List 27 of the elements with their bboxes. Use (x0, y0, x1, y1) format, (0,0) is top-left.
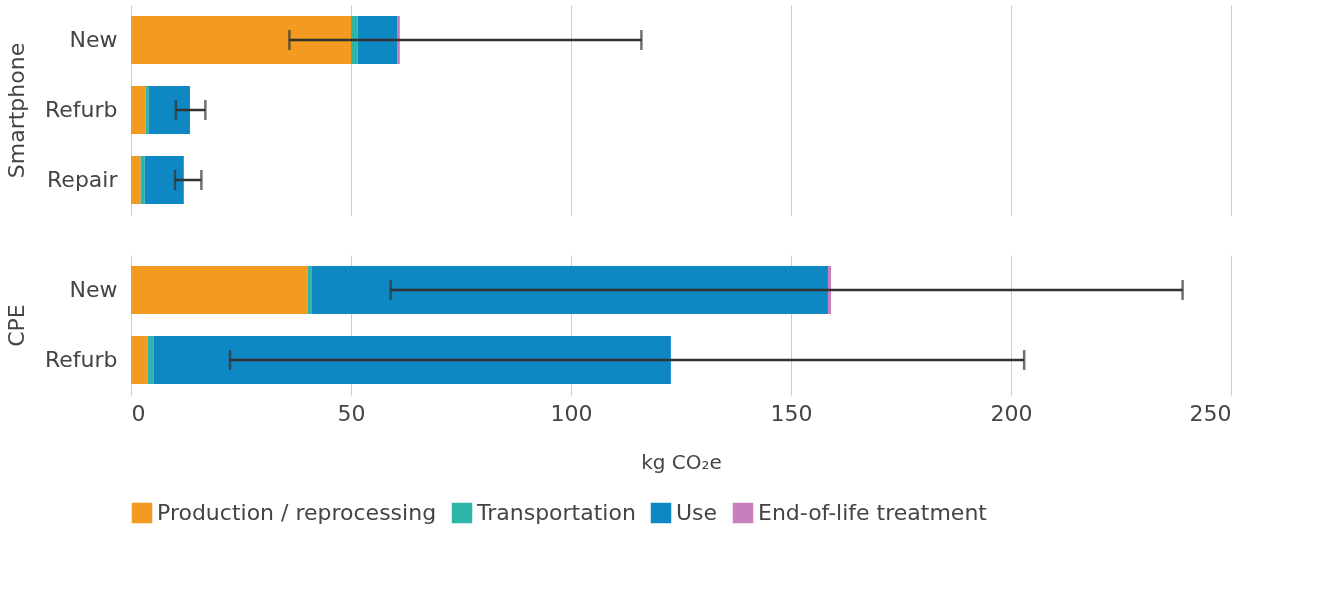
legend-label: End-of-life treatment (758, 500, 988, 525)
x-tick-label: 100 (550, 400, 593, 426)
legend-label: Transportation (476, 500, 636, 525)
x-tick-label: 150 (770, 400, 813, 426)
y-tick-label: New (69, 277, 118, 302)
legend-label: Use (676, 500, 718, 525)
x-tick-label: 0 (131, 400, 146, 426)
bar (131, 16, 351, 64)
bar (351, 16, 358, 64)
x-tick-label: 200 (990, 400, 1033, 426)
bar (131, 86, 146, 134)
y-tick-label: Repair (47, 167, 119, 192)
y-tick-label: New (69, 27, 118, 52)
bar (357, 16, 398, 64)
y-tick-label: Refurb (44, 347, 118, 372)
bar (145, 86, 149, 134)
bar (144, 156, 184, 204)
bar (140, 156, 145, 204)
y-axis-title: Smartphone (3, 42, 29, 179)
y-axis-title: CPE (3, 304, 29, 347)
legend-label: Production / reprocessing (157, 500, 437, 525)
bar (131, 156, 141, 204)
y-tick-label: Refurb (44, 97, 118, 122)
x-axis-title: kg CO₂e (641, 449, 722, 474)
x-tick-label: 50 (337, 400, 366, 426)
bar (148, 86, 190, 134)
x-tick-label: 250 (1189, 400, 1232, 426)
